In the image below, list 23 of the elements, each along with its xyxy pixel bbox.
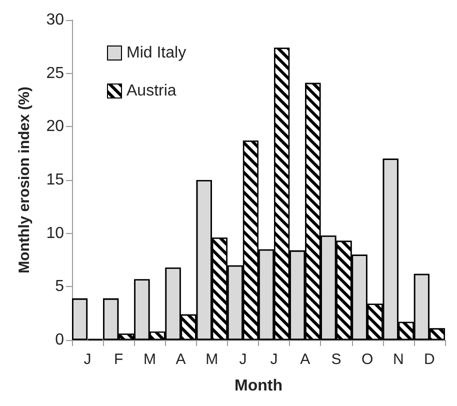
y-tick-label: 10 xyxy=(46,224,64,242)
x-tick-label: N xyxy=(392,351,404,368)
x-tick-label: S xyxy=(331,351,342,368)
x-tick-label: F xyxy=(114,351,124,368)
y-tick-label: 30 xyxy=(46,12,64,28)
legend-label: Austria xyxy=(126,82,176,100)
y-tick-label: 0 xyxy=(55,332,64,348)
x-tick-label: J xyxy=(239,351,247,368)
y-tick-label: 25 xyxy=(46,64,64,82)
x-tick-label: D xyxy=(424,351,436,368)
x-tick-label: A xyxy=(176,351,186,368)
x-tick-label: O xyxy=(361,351,374,368)
legend-label: Mid Italy xyxy=(126,44,186,62)
x-tick-label: J xyxy=(84,351,92,368)
y-axis-title: Monthly erosion index (%) xyxy=(16,86,33,274)
x-tick-label: J xyxy=(270,351,278,368)
y-tick-label: 15 xyxy=(46,172,64,188)
x-tick-label: M xyxy=(206,351,218,368)
x-tick-label: A xyxy=(300,351,310,368)
x-tick-label: M xyxy=(143,351,156,368)
x-axis-title: Month xyxy=(234,378,282,394)
y-tick-label: 20 xyxy=(46,118,64,136)
y-tick-label: 5 xyxy=(55,278,64,296)
